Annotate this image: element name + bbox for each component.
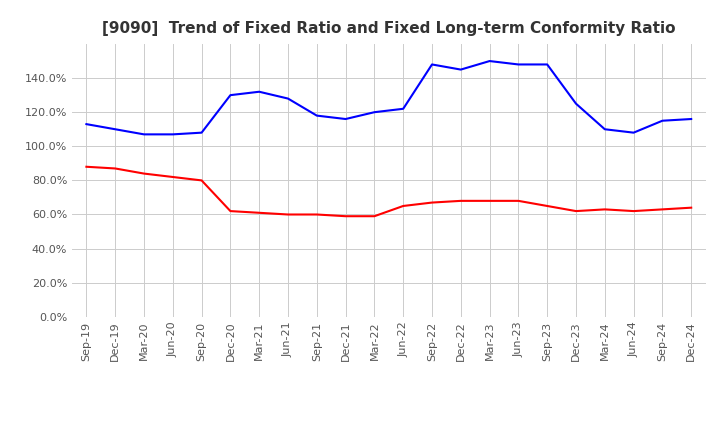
Fixed Long-term Conformity Ratio [341,213,350,219]
Fixed Ratio [284,96,292,101]
Fixed Ratio [399,106,408,111]
Fixed Ratio [600,127,609,132]
Fixed Long-term Conformity Ratio [456,198,465,203]
Line: Fixed Long-term Conformity Ratio: Fixed Long-term Conformity Ratio [86,167,691,216]
Fixed Long-term Conformity Ratio [226,209,235,214]
Fixed Long-term Conformity Ratio [111,166,120,171]
Fixed Ratio [370,110,379,115]
Fixed Ratio [341,116,350,121]
Fixed Ratio [485,59,494,64]
Fixed Ratio [111,127,120,132]
Fixed Long-term Conformity Ratio [399,203,408,209]
Fixed Long-term Conformity Ratio [168,174,177,180]
Fixed Long-term Conformity Ratio [687,205,696,210]
Fixed Ratio [168,132,177,137]
Fixed Long-term Conformity Ratio [600,207,609,212]
Fixed Ratio [312,113,321,118]
Fixed Ratio [226,92,235,98]
Fixed Ratio [629,130,638,136]
Line: Fixed Ratio: Fixed Ratio [86,61,691,134]
Fixed Ratio [428,62,436,67]
Fixed Ratio [82,121,91,127]
Fixed Long-term Conformity Ratio [514,198,523,203]
Fixed Ratio [572,101,580,106]
Fixed Long-term Conformity Ratio [428,200,436,205]
Fixed Ratio [456,67,465,72]
Fixed Long-term Conformity Ratio [658,207,667,212]
Fixed Long-term Conformity Ratio [140,171,148,176]
Fixed Long-term Conformity Ratio [370,213,379,219]
Fixed Long-term Conformity Ratio [197,178,206,183]
Fixed Long-term Conformity Ratio [543,203,552,209]
Fixed Ratio [197,130,206,136]
Fixed Ratio [543,62,552,67]
Fixed Ratio [658,118,667,123]
Fixed Ratio [255,89,264,94]
Fixed Ratio [514,62,523,67]
Fixed Long-term Conformity Ratio [312,212,321,217]
Fixed Ratio [140,132,148,137]
Fixed Ratio [687,116,696,121]
Fixed Long-term Conformity Ratio [82,164,91,169]
Fixed Long-term Conformity Ratio [572,209,580,214]
Fixed Long-term Conformity Ratio [255,210,264,216]
Fixed Long-term Conformity Ratio [284,212,292,217]
Fixed Long-term Conformity Ratio [629,209,638,214]
Fixed Long-term Conformity Ratio [485,198,494,203]
Title: [9090]  Trend of Fixed Ratio and Fixed Long-term Conformity Ratio: [9090] Trend of Fixed Ratio and Fixed Lo… [102,21,675,36]
